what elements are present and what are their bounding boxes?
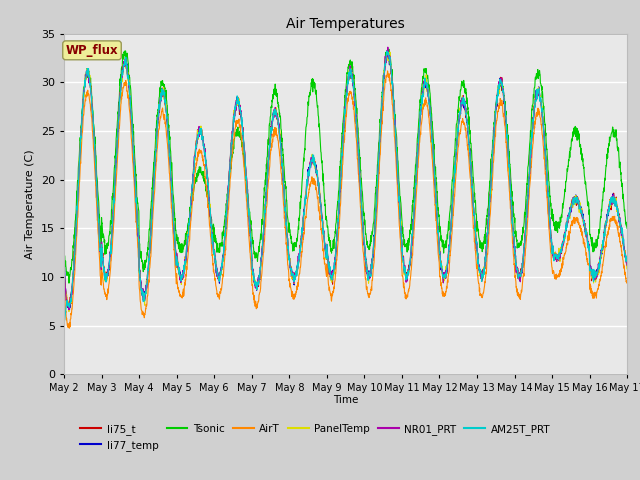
NR01_PRT	[374, 167, 382, 172]
AM25T_PRT	[509, 233, 517, 239]
NR01_PRT	[623, 262, 631, 268]
Tsonic	[623, 225, 631, 231]
PanelTemp	[589, 276, 597, 281]
AirT	[574, 216, 582, 221]
AirT	[362, 277, 370, 283]
Text: WP_flux: WP_flux	[66, 44, 118, 57]
li75_t	[65, 306, 73, 312]
PanelTemp	[362, 258, 370, 264]
li75_t	[623, 261, 631, 267]
Tsonic	[509, 213, 517, 219]
Tsonic	[385, 46, 393, 52]
AirT	[589, 290, 597, 296]
li77_temp	[362, 260, 370, 265]
Line: AirT: AirT	[64, 71, 627, 328]
NR01_PRT	[362, 259, 370, 265]
PanelTemp	[374, 171, 382, 177]
li75_t	[218, 269, 225, 275]
Line: Tsonic: Tsonic	[64, 49, 627, 283]
AM25T_PRT	[60, 323, 68, 329]
AirT	[623, 279, 631, 285]
li75_t	[374, 170, 382, 176]
X-axis label: Time: Time	[333, 395, 358, 405]
AirT	[218, 287, 225, 293]
NR01_PRT	[509, 232, 517, 238]
AM25T_PRT	[589, 276, 597, 282]
AM25T_PRT	[383, 48, 391, 54]
AM25T_PRT	[573, 194, 581, 200]
AM25T_PRT	[362, 258, 369, 264]
PanelTemp	[218, 266, 225, 272]
AM25T_PRT	[374, 168, 382, 173]
li75_t	[385, 48, 392, 54]
NR01_PRT	[574, 200, 582, 205]
Y-axis label: Air Temperature (C): Air Temperature (C)	[26, 149, 35, 259]
NR01_PRT	[218, 267, 225, 273]
li77_temp	[589, 275, 597, 281]
Tsonic	[60, 243, 68, 249]
AirT	[374, 186, 382, 192]
AirT	[384, 68, 392, 74]
PanelTemp	[60, 269, 68, 275]
PanelTemp	[509, 236, 517, 241]
li77_temp	[60, 245, 68, 251]
li75_t	[362, 256, 370, 262]
Line: li75_t: li75_t	[64, 51, 627, 309]
Line: PanelTemp: PanelTemp	[64, 51, 627, 312]
Tsonic	[589, 245, 597, 251]
PanelTemp	[65, 309, 73, 314]
li77_temp	[383, 49, 391, 55]
li77_temp	[218, 264, 225, 270]
li77_temp	[509, 237, 517, 242]
Tsonic	[218, 241, 225, 247]
li75_t	[509, 235, 517, 241]
AirT	[509, 253, 517, 259]
li77_temp	[623, 262, 631, 267]
AM25T_PRT	[623, 259, 631, 264]
li77_temp	[374, 168, 382, 174]
PanelTemp	[574, 194, 582, 200]
Tsonic	[65, 280, 73, 286]
NR01_PRT	[60, 271, 68, 276]
NR01_PRT	[384, 44, 392, 50]
AirT	[66, 325, 74, 331]
Line: AM25T_PRT: AM25T_PRT	[64, 51, 627, 326]
li75_t	[574, 194, 582, 200]
Tsonic	[374, 150, 382, 156]
Line: li77_temp: li77_temp	[64, 52, 627, 311]
Title: Air Temperatures: Air Temperatures	[286, 17, 405, 31]
Line: NR01_PRT: NR01_PRT	[64, 47, 627, 310]
NR01_PRT	[589, 275, 597, 280]
PanelTemp	[383, 48, 391, 54]
li77_temp	[65, 308, 73, 313]
PanelTemp	[623, 266, 631, 272]
Tsonic	[574, 135, 582, 141]
Legend: li75_t, li77_temp, Tsonic, AirT, PanelTemp, NR01_PRT, AM25T_PRT: li75_t, li77_temp, Tsonic, AirT, PanelTe…	[81, 424, 550, 451]
li77_temp	[574, 196, 582, 202]
Tsonic	[362, 231, 370, 237]
AirT	[60, 288, 68, 293]
li75_t	[60, 264, 68, 270]
li75_t	[589, 276, 597, 282]
AM25T_PRT	[217, 270, 225, 276]
NR01_PRT	[65, 307, 73, 312]
